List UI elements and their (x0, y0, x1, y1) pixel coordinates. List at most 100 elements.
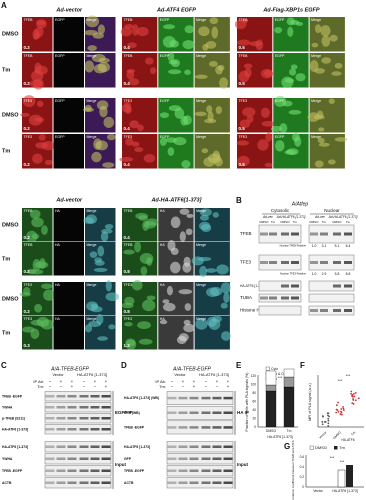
cell (178, 289, 193, 295)
blot (44, 413, 112, 424)
ratio-value: 8.8 (346, 272, 351, 276)
band (291, 296, 299, 300)
cell (265, 132, 273, 142)
dot (351, 402, 354, 405)
channel-label: TFE3 (24, 283, 33, 287)
band (167, 426, 177, 429)
band (56, 417, 66, 420)
cell (104, 224, 114, 230)
band (333, 309, 341, 312)
cell (244, 67, 252, 78)
band (320, 309, 328, 312)
row-label: YWHA (2, 457, 13, 461)
cell (105, 280, 112, 292)
sign: + (94, 379, 97, 384)
cell (128, 78, 140, 86)
value-label: 0.2 (24, 81, 31, 86)
value-label: 0.4 (124, 45, 131, 50)
cell (93, 267, 108, 272)
band (333, 284, 341, 288)
cell (120, 27, 133, 37)
band (291, 284, 299, 288)
cell (100, 231, 109, 242)
channel-label: Merge (196, 317, 206, 321)
value-label: 0.4 (124, 235, 131, 240)
cell (137, 124, 144, 132)
cell (95, 140, 108, 151)
blot (308, 254, 355, 271)
cell (220, 282, 231, 294)
band (333, 232, 341, 236)
column-header: Ad-HA-ATF6[1-373] (150, 197, 201, 203)
row-label: TFEB -EGFP (124, 426, 145, 430)
column-header: Ad-vector (55, 197, 83, 203)
band (90, 481, 100, 484)
cell (215, 106, 222, 115)
lane-label: Tm (293, 220, 298, 224)
cell (241, 18, 249, 24)
row-head: IP Ab: (155, 379, 166, 384)
channel-label: HA (55, 283, 61, 287)
value-label: 0.2 (24, 162, 31, 167)
band (189, 411, 199, 414)
cell (93, 63, 107, 74)
cell (139, 253, 154, 265)
cell (140, 266, 148, 276)
significance: *** (340, 459, 345, 464)
sign: − (205, 379, 208, 384)
cell (97, 245, 105, 257)
tick-label: 0 (254, 425, 256, 429)
cell (102, 162, 115, 168)
x-label: Tm (350, 430, 356, 436)
cell (85, 214, 98, 225)
cell (20, 112, 30, 117)
micrograph (53, 134, 84, 169)
band (212, 481, 222, 484)
band (67, 445, 77, 448)
section-label: Input (115, 462, 126, 467)
value-label: 0.8 (124, 309, 131, 314)
cell (178, 333, 189, 342)
sign: + (216, 379, 219, 384)
blot-title: A/A-TFEB-EGFP (50, 366, 89, 372)
tick-label: 0 (302, 485, 304, 489)
sign: + (71, 379, 74, 384)
cell (328, 98, 335, 104)
cell (174, 107, 185, 119)
cell (32, 78, 44, 90)
band (56, 481, 66, 484)
bar (283, 376, 295, 388)
dot (350, 390, 353, 393)
value-label: 0.2 (24, 235, 31, 240)
tick-label: 80 (252, 391, 256, 395)
cell (35, 142, 48, 149)
blot (166, 391, 234, 405)
blot (44, 477, 112, 489)
cell (208, 61, 218, 67)
band (45, 417, 55, 420)
channel-label: TFE3 (24, 99, 33, 103)
row-label: HA-ATF6 [1-373] (124, 445, 150, 449)
ratio-value: 5.8 (335, 272, 340, 276)
row-label: GFP (WB) (124, 411, 140, 415)
row-head: Tm: (37, 384, 44, 389)
band (56, 395, 66, 398)
cell (170, 261, 181, 274)
blot (308, 293, 355, 303)
legend-swatch (334, 446, 338, 450)
cell (205, 40, 217, 49)
band (201, 481, 211, 484)
sign: + (227, 384, 230, 389)
cell (168, 69, 182, 75)
row-label: YWHA (2, 405, 13, 409)
channel-label: TFEB (24, 209, 34, 213)
band (260, 296, 268, 300)
cell (292, 132, 300, 142)
significance: *** (278, 375, 283, 380)
cell (108, 324, 116, 330)
channel-label: TFE3 (24, 317, 33, 321)
x-label: HA-ATF6 [1-373] (332, 489, 357, 493)
bar (265, 370, 277, 386)
blot (44, 391, 112, 402)
